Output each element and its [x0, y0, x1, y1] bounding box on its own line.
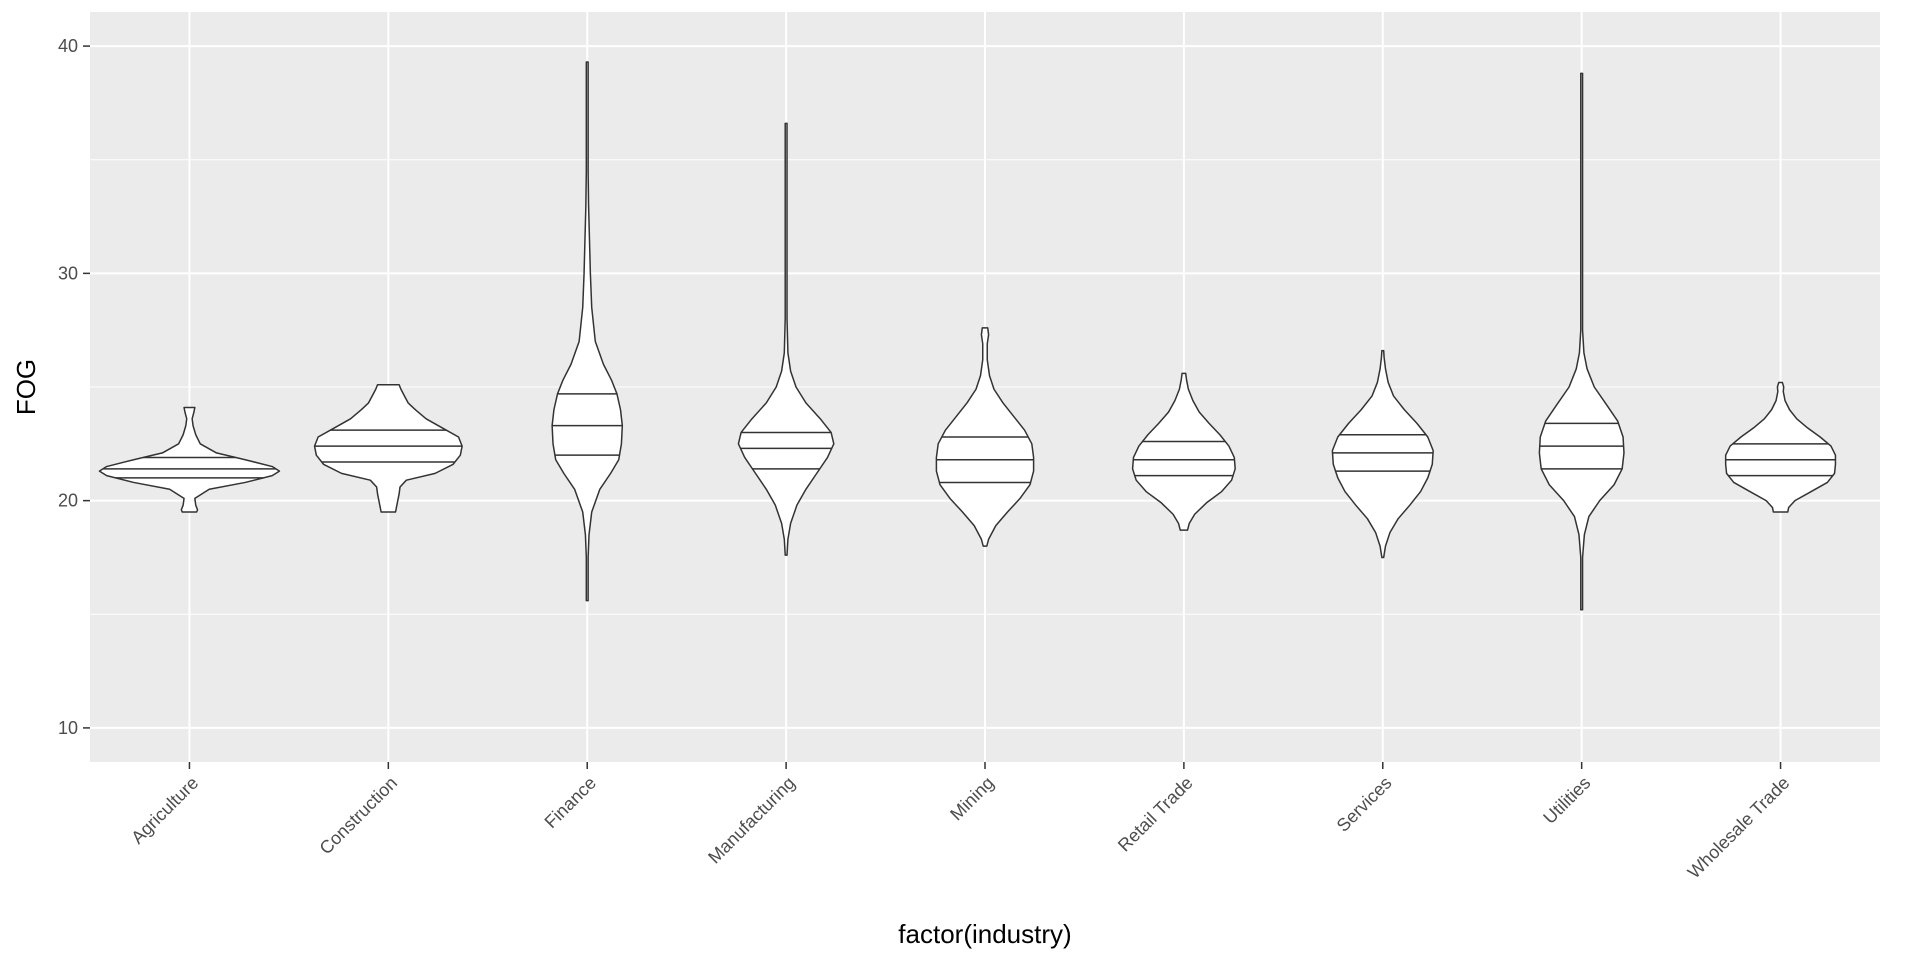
violin-shape	[737, 122, 835, 556]
violin-construction	[313, 383, 463, 513]
x-tick-label: Agriculture	[127, 773, 202, 848]
y-axis-title: FOG	[11, 359, 41, 415]
y-axis: 10 20 30 40	[58, 36, 90, 738]
violin-shape	[1724, 381, 1837, 513]
x-axis: Agriculture Construction Finance Manufactur…	[127, 762, 1793, 882]
violin-mining	[935, 327, 1035, 547]
x-tick-label: Wholesale Trade	[1684, 773, 1794, 883]
violin-retail-trade	[1131, 372, 1236, 531]
x-tick-label: Retail Trade	[1114, 773, 1197, 856]
y-tick-label: 40	[58, 36, 78, 56]
violin-finance	[551, 61, 624, 602]
violin-services	[1331, 349, 1434, 559]
x-tick-label: Manufacturing	[704, 773, 799, 868]
x-tick-label: Utilities	[1539, 773, 1594, 828]
violin-shape	[1538, 72, 1625, 611]
y-tick-label: 20	[58, 491, 78, 511]
violin-shape	[313, 383, 463, 513]
x-axis-title: factor(industry)	[898, 919, 1071, 949]
y-tick-label: 30	[58, 263, 78, 283]
x-tick-label: Construction	[316, 773, 402, 859]
violin-shape	[1331, 349, 1434, 559]
violin-utilities	[1538, 72, 1625, 611]
x-tick-label: Mining	[946, 773, 998, 825]
violin-shape	[551, 61, 624, 602]
violin-agriculture	[98, 406, 281, 513]
y-tick-label: 10	[58, 718, 78, 738]
violin-shape	[1131, 372, 1236, 531]
x-tick-label: Services	[1333, 773, 1396, 836]
violin-manufacturing	[737, 122, 835, 556]
x-tick-label: Finance	[541, 773, 600, 832]
violin-wholesale-trade	[1724, 381, 1837, 513]
violins	[98, 61, 1837, 611]
